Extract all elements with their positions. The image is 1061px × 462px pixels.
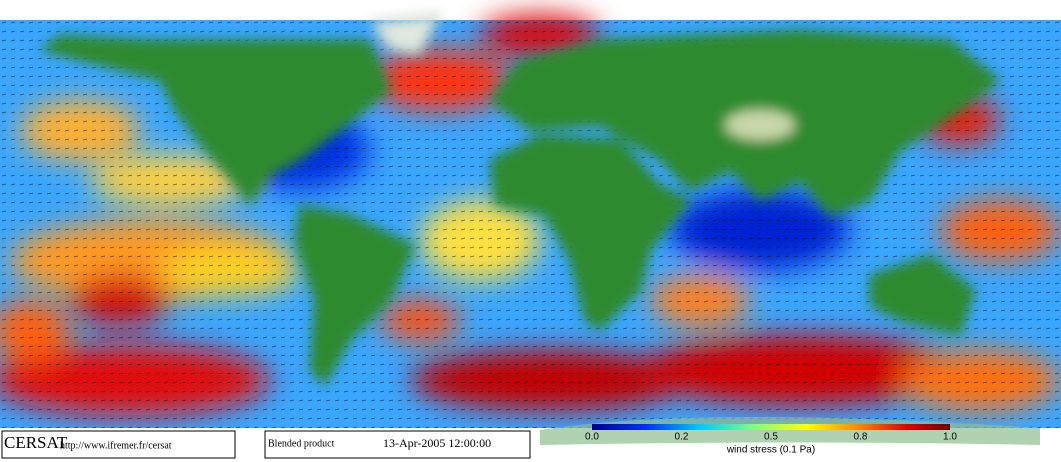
- colorbar-tick-label: 1.0: [943, 432, 957, 443]
- colorbar-tick-label: 0.0: [585, 432, 599, 443]
- colorbar-tick-label: 0.5: [764, 432, 778, 443]
- url: http://www.ifremer.fr/cersat: [60, 440, 172, 451]
- colorbar: [592, 424, 950, 430]
- continents: [38, 14, 1001, 386]
- product-box: [264, 430, 531, 459]
- colorbar-label: wind stress (0.1 Pa): [726, 445, 815, 456]
- colorbar-tick-label: 0.8: [854, 432, 868, 443]
- logo-box: [1, 430, 236, 459]
- colorbar-tick-label: 0.2: [675, 432, 689, 443]
- antarctic-relief: [540, 416, 1040, 445]
- product: Blended product: [268, 438, 335, 449]
- date: 13-Apr-2005 12:00:00: [383, 436, 491, 450]
- colorbar-ticks: 0.0 0.2 0.5 0.8 1.0: [585, 432, 957, 443]
- logo: CERSAT: [4, 433, 68, 452]
